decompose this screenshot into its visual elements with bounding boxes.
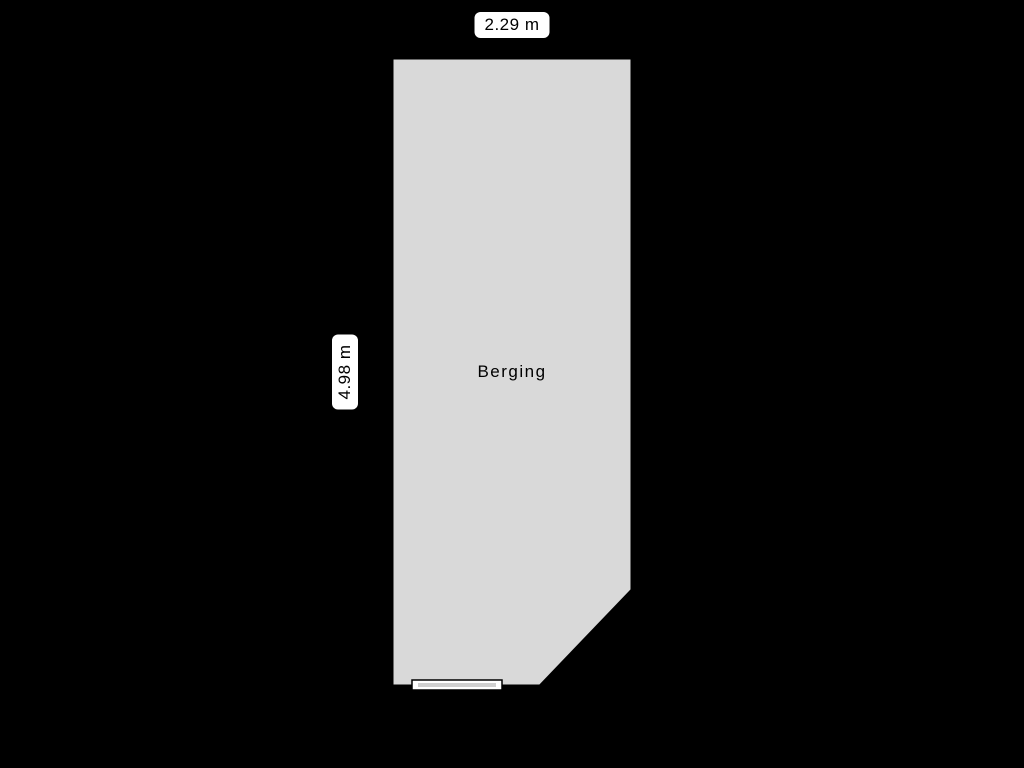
door-threshold-inner (418, 683, 496, 687)
floorplan-canvas: 2.29 m 4.98 m Berging (0, 0, 1024, 768)
room-name-label: Berging (477, 362, 546, 382)
floorplan-svg (0, 0, 1024, 768)
dimension-label-height: 4.98 m (332, 335, 358, 410)
dimension-label-width: 2.29 m (475, 12, 550, 38)
